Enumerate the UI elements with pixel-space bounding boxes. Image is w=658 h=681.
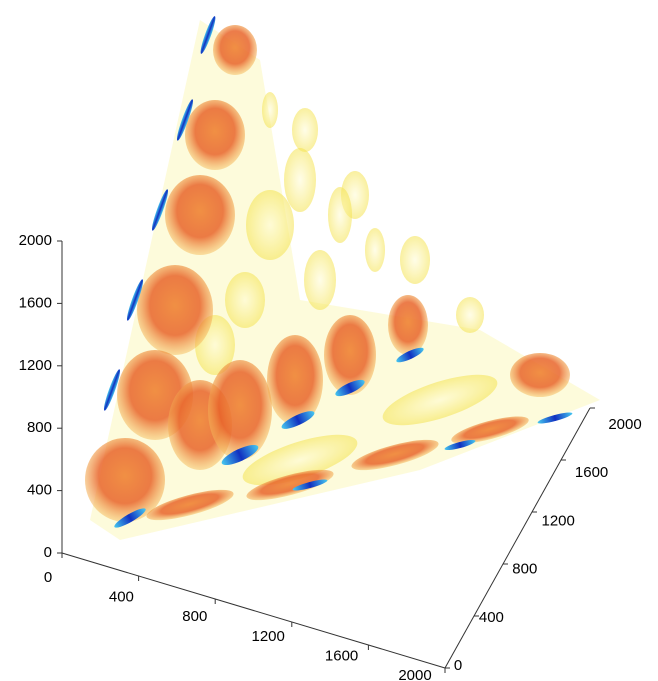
z-tick-label: 400 (27, 482, 52, 499)
x-tick-label: 400 (109, 589, 134, 606)
z-tick-label: 800 (27, 419, 52, 436)
y-tick-label: 0 (454, 657, 462, 674)
z-tick-label: 1600 (19, 294, 52, 311)
x-tick-label: 0 (44, 569, 52, 586)
y-axis (444, 407, 591, 669)
z-tick-label: 2000 (19, 232, 52, 249)
x-tick-label: 800 (182, 608, 207, 625)
volume-render (85, 16, 600, 540)
y-tick-label: 1600 (575, 464, 608, 481)
z-tick-label: 1200 (19, 357, 52, 374)
y-tick-label: 800 (512, 561, 537, 578)
x-tick-label: 1200 (252, 628, 285, 645)
y-tick-label: 2000 (608, 416, 641, 433)
x-tick-label: 1600 (325, 647, 358, 664)
y-tick-label: 400 (479, 609, 504, 626)
z-tick-label: 0 (44, 544, 52, 561)
x-tick-label: 2000 (398, 667, 431, 681)
y-tick-label: 1200 (542, 512, 575, 529)
x-axis (61, 552, 446, 669)
